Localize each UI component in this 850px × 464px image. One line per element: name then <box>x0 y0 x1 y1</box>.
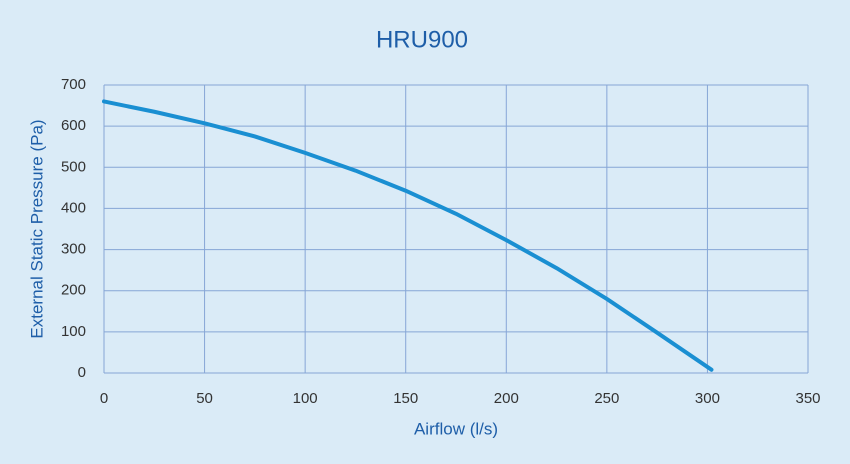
x-tick-label: 350 <box>795 390 820 407</box>
data-line <box>102 99 714 372</box>
x-tick-label: 50 <box>196 390 213 407</box>
x-tick-label: 100 <box>293 390 318 407</box>
y-tick-label: 400 <box>61 199 86 216</box>
y-tick-label: 100 <box>61 323 86 340</box>
x-tick-label: 250 <box>594 390 619 407</box>
x-axis-label: Airflow (l/s) <box>414 419 498 438</box>
x-tick-label: 300 <box>695 390 720 407</box>
y-tick-label: 200 <box>61 282 86 299</box>
y-tick-label: 500 <box>61 158 86 175</box>
y-tick-label: 300 <box>61 241 86 258</box>
chart-title: HRU900 <box>376 26 468 53</box>
y-tick-label: 600 <box>61 117 86 134</box>
x-tick-label: 0 <box>100 390 108 407</box>
x-tick-label: 150 <box>393 390 418 407</box>
y-axis-label: External Static Pressure (Pa) <box>27 119 46 338</box>
y-tick-label: 700 <box>61 76 86 93</box>
x-tick-label: 200 <box>494 390 519 407</box>
y-tick-label: 0 <box>78 364 86 381</box>
